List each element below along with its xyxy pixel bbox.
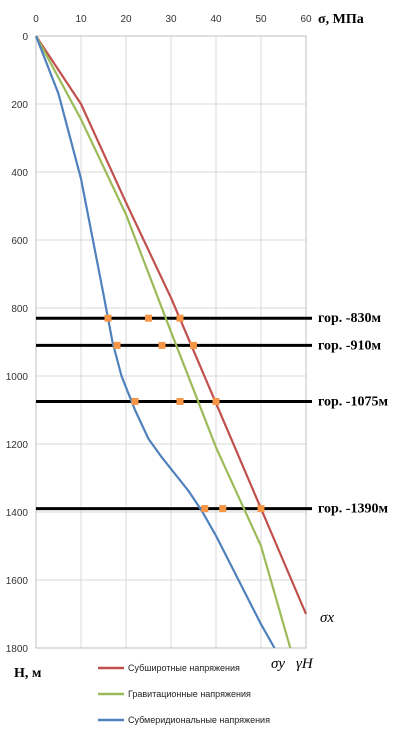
x-tick-label: 20 (120, 14, 132, 25)
x-tick-label: 10 (75, 14, 87, 25)
horizon-marker (190, 341, 197, 349)
x-axis-title: σ, МПа (318, 12, 364, 27)
y-tick-label: 0 (22, 32, 28, 43)
horizon-marker (257, 505, 265, 513)
horizon-marker (201, 505, 209, 513)
y-tick-labels: 0 200 400 600 800 1000 1200 1400 1600 1800 (6, 32, 29, 655)
curve-label-sigma-y: σy (271, 656, 285, 672)
x-tick-label: 30 (165, 14, 177, 25)
horizon-marker (158, 341, 166, 349)
legend-label: Гравитационные напряжения (128, 689, 251, 699)
y-tick-label: 1800 (6, 644, 29, 655)
plot-border (35, 35, 307, 649)
horizon-marker (219, 505, 227, 513)
horizon-label: гор. -910м (318, 338, 381, 353)
horizon-label: гор. -1390м (318, 502, 388, 517)
legend: Субширотные напряжения Гравитационные нап… (98, 663, 270, 725)
y-tick-label: 1200 (6, 440, 29, 451)
series-line (35, 35, 292, 649)
x-tick-label: 0 (33, 14, 39, 25)
y-tick-label: 800 (11, 304, 28, 315)
y-tick-label: 200 (11, 100, 28, 111)
horizon-marker (176, 314, 184, 322)
horizon-label: гор. -830м (318, 311, 381, 326)
curve-label-gamma-h: γH (296, 656, 314, 672)
series-line (34, 35, 276, 649)
curve-label-sigma-x: σx (320, 610, 334, 626)
grid (35, 35, 307, 649)
horizon-marker (113, 341, 121, 349)
legend-label: Субмеридиональные напряжения (128, 715, 270, 725)
y-axis-title: H, м (14, 666, 42, 681)
horizon-marker (131, 398, 139, 405)
horizon-marker (104, 314, 112, 322)
horizon-lines (36, 316, 312, 511)
y-tick-label: 1400 (6, 508, 29, 519)
horizon-markers (104, 314, 265, 513)
horizon-marker (145, 314, 152, 322)
y-tick-label: 600 (11, 236, 28, 247)
curve-labels: σx γH σy (271, 610, 334, 672)
horizon-labels: гор. -830м гор. -910м гор. -1075м гор. -139… (318, 311, 388, 516)
plot-area-border (35, 35, 307, 649)
x-tick-label: 50 (255, 14, 267, 25)
y-tick-label: 1000 (6, 372, 29, 383)
x-tick-label: 60 (300, 14, 312, 25)
x-tick-labels: 0 10 20 30 40 50 60 (33, 14, 312, 25)
y-tick-label: 400 (11, 168, 28, 179)
horizon-marker (212, 398, 220, 405)
legend-label: Субширотные напряжения (128, 663, 240, 673)
horizon-label: гор. -1075м (318, 395, 388, 410)
y-tick-label: 1600 (6, 576, 29, 587)
horizon-marker (176, 398, 184, 405)
x-tick-label: 40 (210, 14, 222, 25)
